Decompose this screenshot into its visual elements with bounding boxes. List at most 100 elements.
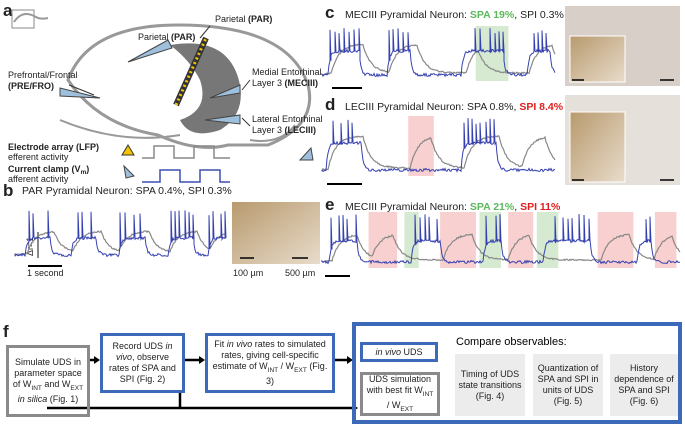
text: in vivo bbox=[375, 346, 401, 357]
panel-title: MECIII Pyramidal Neuron: SPA 19%, SPI 0.… bbox=[345, 9, 564, 21]
legend-label: Current clamp (Vm) bbox=[8, 164, 89, 176]
text: / W bbox=[386, 399, 401, 410]
lfp-trace bbox=[321, 135, 556, 172]
text: in vivo bbox=[226, 339, 253, 350]
text: m bbox=[81, 169, 87, 176]
area-label: Parietal (PAR) bbox=[215, 14, 272, 24]
panel-label: e bbox=[325, 195, 334, 214]
text: Layer 3 bbox=[252, 125, 285, 135]
scale-label: 1 second bbox=[27, 268, 64, 278]
text: MECIII Pyramidal Neuron: bbox=[345, 201, 470, 213]
vm-trace bbox=[14, 210, 227, 258]
panel-label: c bbox=[325, 3, 334, 22]
text: INT bbox=[31, 384, 42, 392]
histology-inset bbox=[569, 35, 626, 83]
panel-title: LECIII Pyramidal Neuron: SPA 0.8%, SPI 8… bbox=[345, 101, 564, 113]
shade bbox=[536, 212, 559, 268]
compare-heading: Compare observables: bbox=[456, 336, 567, 348]
lfp-trace bbox=[321, 43, 556, 76]
text: SPI 11% bbox=[520, 201, 561, 213]
flow-box: in vivo UDS bbox=[360, 342, 438, 362]
text: Current clamp (V bbox=[8, 164, 81, 174]
area-label: Layer 3 (LECIII) bbox=[252, 125, 316, 135]
text: in vivo bbox=[115, 341, 173, 362]
box-text: Record UDS in vivo, observe rates of SPA… bbox=[105, 341, 180, 385]
area-label: Parietal (PAR) bbox=[138, 32, 195, 42]
text: EXT bbox=[294, 366, 307, 374]
compare-frame bbox=[352, 322, 682, 424]
scale-bar bbox=[325, 87, 362, 277]
image-scale-bar bbox=[240, 79, 674, 259]
area-label: Medial Entorhinal bbox=[252, 67, 322, 77]
text: LECIII Pyramidal Neuron: SPA 0.8%, bbox=[345, 101, 519, 113]
text: INT bbox=[422, 390, 434, 398]
text: MECIII Pyramidal Neuron: bbox=[345, 9, 470, 21]
flow-box: Simulate UDS in parameter space of WINT … bbox=[6, 345, 90, 417]
text: (PAR) bbox=[248, 14, 272, 24]
text: (PAR) bbox=[171, 32, 195, 42]
text: Parietal bbox=[138, 32, 171, 42]
legend-wave bbox=[142, 145, 230, 159]
text: Parietal bbox=[215, 14, 248, 24]
panel-title: MECIII Pyramidal Neuron: SPA 21%, SPI 11… bbox=[345, 201, 561, 213]
panel-label: f bbox=[3, 322, 9, 341]
text: (Fig. 3) bbox=[265, 361, 328, 386]
box-text: Fit in vivo rates to simulated rates, gi… bbox=[210, 339, 330, 387]
text: / W bbox=[278, 361, 295, 372]
text: , SPI 0.3% bbox=[514, 9, 564, 21]
text: (MECIII) bbox=[285, 78, 319, 88]
shade bbox=[440, 212, 476, 268]
vm-trace bbox=[321, 118, 556, 173]
legend-wave bbox=[142, 169, 230, 183]
flow-box: Record UDS in vivo, observe rates of SPA… bbox=[100, 333, 185, 393]
flow-box: Fit in vivo rates to simulated rates, gi… bbox=[205, 333, 335, 393]
scale-label: 100 µm bbox=[233, 268, 263, 278]
area-label: Prefrontal/Frontal bbox=[8, 70, 78, 80]
box-text: UDS simulation with best fit WINT / WEXT bbox=[365, 374, 435, 415]
text: UDS bbox=[401, 346, 423, 357]
observable-box: History dependence of SPA and SPI (Fig. … bbox=[610, 354, 678, 416]
text: in silica bbox=[17, 393, 48, 404]
text: , bbox=[514, 201, 520, 213]
text: SPA 19% bbox=[470, 9, 515, 21]
observable-box: Timing of UDS state transitions (Fig. 4) bbox=[455, 354, 525, 416]
box-text: in vivo UDS bbox=[375, 347, 422, 358]
text: INT bbox=[267, 366, 279, 374]
text: Layer 3 bbox=[252, 78, 285, 88]
observable-box: Quantization of SPA and SPI in units of … bbox=[533, 354, 603, 416]
area-label: (PRE/FRO) bbox=[8, 81, 54, 91]
legend-icon bbox=[121, 144, 135, 156]
text: (Fig. 1) bbox=[47, 393, 79, 404]
box-text: Simulate UDS in parameter space of WINT … bbox=[11, 357, 85, 405]
pipette bbox=[59, 39, 314, 161]
legend-icon bbox=[123, 164, 135, 179]
text: Fit bbox=[214, 339, 227, 350]
connector bbox=[68, 25, 251, 127]
shade bbox=[597, 212, 634, 268]
legend-label: Electrode array (LFP) bbox=[8, 142, 99, 152]
lfp-trace bbox=[321, 233, 681, 263]
vm-trace bbox=[321, 213, 680, 265]
flow-box: UDS simulation with best fit WINT / WEXT bbox=[360, 372, 440, 416]
vm-trace bbox=[321, 28, 556, 78]
text: , observe rates of SPA and SPI (Fig. 2) bbox=[109, 352, 176, 384]
text: SPA 21% bbox=[470, 201, 515, 213]
histology-image bbox=[232, 202, 320, 264]
shade bbox=[408, 116, 434, 176]
text: Record UDS bbox=[112, 341, 166, 351]
panel-label: d bbox=[325, 95, 335, 114]
text: UDS simulation with best fit W bbox=[366, 373, 432, 395]
text: ) bbox=[86, 164, 89, 174]
panel-label: b bbox=[3, 181, 13, 200]
text: (LECIII) bbox=[285, 125, 317, 135]
panel-label: a bbox=[3, 1, 13, 20]
text: SPI 8.4% bbox=[519, 101, 563, 113]
text: Simulate UDS in parameter space of W bbox=[12, 357, 82, 390]
text: EXT bbox=[70, 384, 84, 392]
shade bbox=[508, 212, 534, 268]
text: rates to simulated rates, giving cell-sp… bbox=[212, 339, 326, 372]
text: and W bbox=[41, 379, 71, 390]
scale-label: 500 µm bbox=[285, 268, 315, 278]
